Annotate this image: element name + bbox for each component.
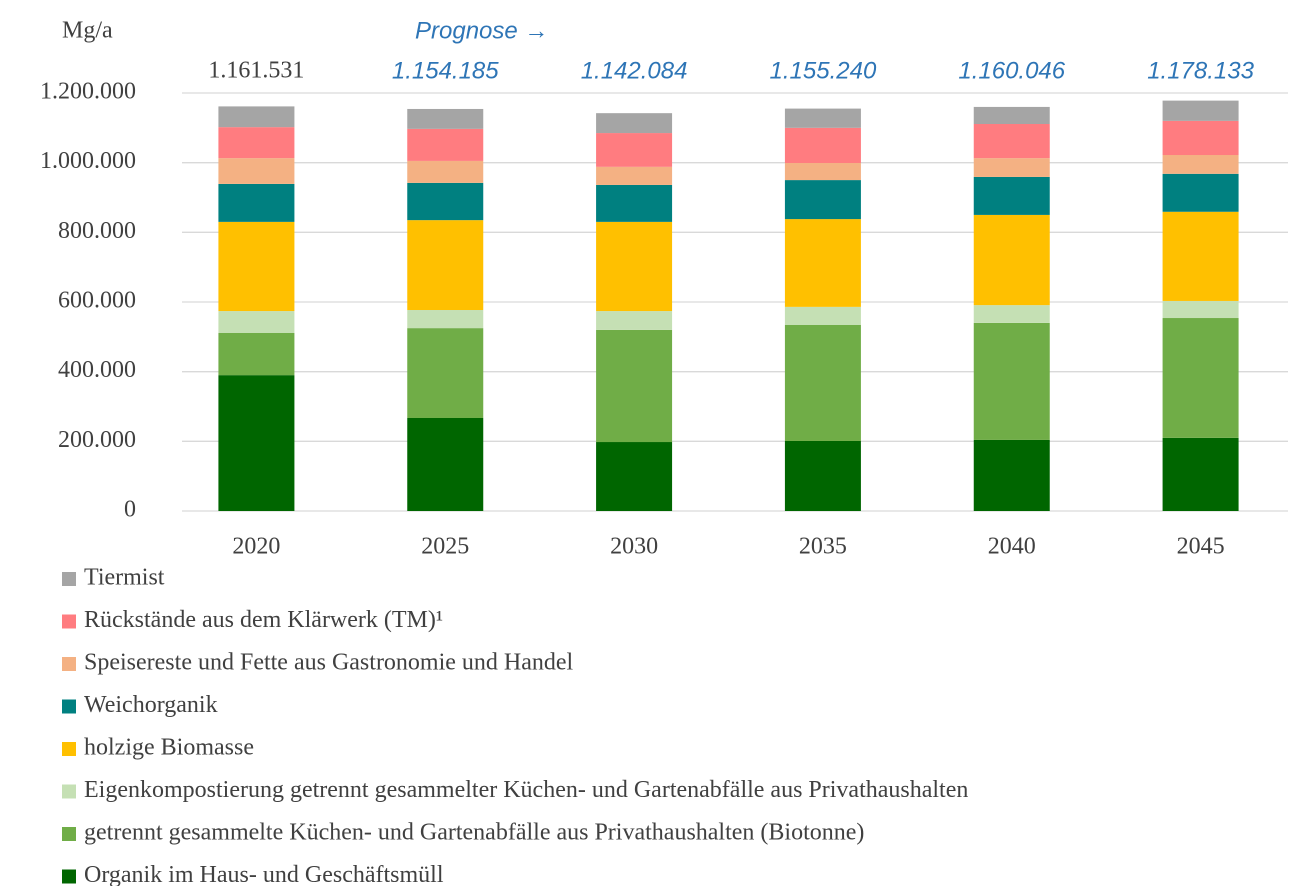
total-label: 1.155.240 — [770, 57, 877, 84]
bar-segment — [218, 183, 295, 222]
bar-segment — [973, 124, 1050, 159]
legend-swatch — [62, 827, 76, 841]
bar-segment — [973, 305, 1050, 323]
bar-segment — [596, 329, 673, 443]
total-label: 1.160.046 — [958, 57, 1065, 84]
bar-segment — [596, 113, 673, 134]
legend-swatch — [62, 657, 76, 671]
annotation: Prognose → — [415, 17, 548, 44]
bar-segment — [407, 108, 484, 129]
bar-segment — [973, 106, 1050, 125]
bar-segment — [784, 108, 861, 128]
legend-swatch — [62, 614, 76, 629]
total-label: 1.154.185 — [392, 57, 499, 84]
bar-segment — [218, 375, 295, 511]
bar-segment — [1162, 100, 1239, 121]
bar-segment — [596, 311, 673, 330]
legend-label: Tiermist — [84, 565, 165, 591]
bar-segment — [1162, 211, 1239, 301]
y-tick-label: 400.000 — [58, 357, 136, 383]
bar-segment — [1162, 120, 1239, 156]
bar-segment — [784, 306, 861, 325]
bar-segment — [218, 311, 295, 334]
bar-segment — [407, 128, 484, 161]
x-tick-label: 2040 — [988, 534, 1036, 560]
bar-segment — [596, 133, 673, 167]
y-tick-label: 0 — [124, 497, 136, 523]
bar-segment — [596, 166, 673, 185]
x-tick-label: 2030 — [610, 534, 658, 560]
x-tick-label: 2035 — [799, 534, 847, 560]
bar-segment — [973, 214, 1050, 306]
bar-segment — [1162, 300, 1239, 319]
legend-label: Speisereste und Fette aus Gastronomie un… — [84, 650, 574, 676]
legend-swatch — [62, 572, 76, 586]
bar-segment — [1162, 437, 1239, 511]
bar-segment — [407, 182, 484, 221]
bar-segment — [596, 221, 673, 312]
x-tick-label: 2025 — [421, 534, 469, 560]
bar-segment — [407, 160, 484, 183]
bar-segment — [596, 442, 673, 511]
legend-label: holzige Biomasse — [84, 735, 254, 761]
legend-label: Eigenkompostierung getrennt gesammelter … — [84, 777, 968, 803]
legend-swatch — [62, 742, 76, 756]
y-tick-label: 200.000 — [58, 427, 136, 453]
legend-label: Rückstände aus dem Klärwerk (TM)¹ — [84, 607, 443, 633]
y-axis-label: Mg/a — [62, 18, 113, 44]
bar-segment — [218, 221, 295, 312]
bar-segment — [784, 163, 861, 181]
bar-segment — [407, 417, 484, 511]
bar-segment — [596, 184, 673, 222]
bar-segment — [218, 127, 295, 159]
bar-segment — [973, 322, 1050, 440]
total-label: 1.178.133 — [1147, 57, 1254, 84]
bar-segment — [784, 440, 861, 511]
legend-swatch — [62, 869, 76, 884]
bar-segment — [784, 127, 861, 164]
bar-segment — [973, 439, 1050, 511]
y-tick-label: 1.200.000 — [40, 79, 136, 105]
bar-segment — [1162, 173, 1239, 212]
bar-segment — [973, 176, 1050, 215]
x-tick-label: 2020 — [232, 534, 280, 560]
legend-label: Weichorganik — [84, 692, 218, 718]
legend-swatch — [62, 699, 76, 714]
y-tick-label: 800.000 — [58, 218, 136, 244]
total-label: 1.142.084 — [581, 57, 688, 84]
y-tick-label: 600.000 — [58, 288, 136, 314]
bar-segment — [218, 106, 295, 128]
bar-segment — [218, 333, 295, 376]
bar-segment — [1162, 155, 1239, 174]
legend-label: Organik im Haus- und Geschäftsmüll — [84, 862, 444, 886]
y-tick-label: 1.000.000 — [40, 148, 136, 174]
bar-segment — [1162, 318, 1239, 438]
bar-segment — [784, 324, 861, 441]
bar-segment — [407, 220, 484, 311]
bar-segment — [407, 310, 484, 329]
bar-segment — [407, 328, 484, 418]
x-tick-label: 2045 — [1177, 534, 1225, 560]
bar-segment — [784, 180, 861, 220]
total-label: 1.161.531 — [208, 58, 304, 84]
legend-label: getrennt gesammelte Küchen- und Gartenab… — [84, 820, 864, 846]
bar-segment — [784, 219, 861, 307]
legend-swatch — [62, 784, 76, 799]
bar-segment — [218, 158, 295, 184]
bar-segment — [973, 158, 1050, 177]
